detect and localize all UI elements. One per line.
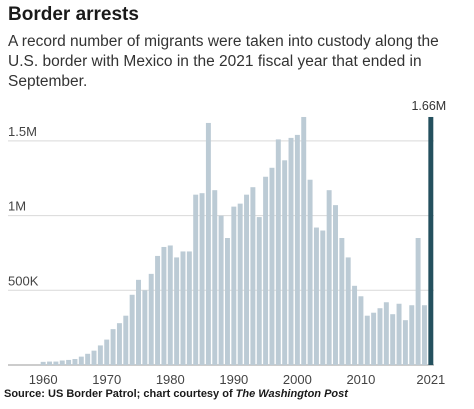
y-axis-labels: 500K 1M 1.5M bbox=[8, 124, 39, 288]
bar-1994 bbox=[256, 217, 262, 365]
bar-1978 bbox=[155, 255, 161, 365]
bar-1988 bbox=[218, 215, 224, 365]
source-prefix: Source: US Border Patrol; chart courtesy… bbox=[4, 388, 236, 400]
x-tick-label: 1960 bbox=[29, 372, 58, 385]
y-tick-label: 500K bbox=[8, 273, 39, 288]
bar-1963 bbox=[59, 360, 65, 365]
chart-subtitle: A record number of migrants were taken i… bbox=[8, 33, 439, 90]
x-tick-label: 1990 bbox=[219, 372, 248, 385]
bar-2017 bbox=[402, 320, 408, 365]
bar-1969 bbox=[97, 345, 103, 365]
bar-2002 bbox=[307, 179, 313, 365]
source-publication: The Washington Post bbox=[235, 388, 348, 400]
bar-1987 bbox=[212, 190, 218, 365]
bar-2020 bbox=[421, 305, 427, 365]
bar-1981 bbox=[174, 257, 180, 365]
bar-1964 bbox=[66, 359, 72, 365]
bar-2007 bbox=[339, 238, 345, 365]
bar-2004 bbox=[320, 230, 326, 365]
y-tick-label: 1M bbox=[8, 199, 26, 214]
bar-1984 bbox=[193, 194, 199, 365]
bar-1996 bbox=[269, 167, 275, 365]
bar-2005 bbox=[326, 190, 332, 365]
bar-1966 bbox=[78, 356, 84, 365]
bar-1992 bbox=[244, 194, 250, 365]
x-tick-label: 1970 bbox=[92, 372, 121, 385]
bar-1973 bbox=[123, 315, 129, 365]
bar-1985 bbox=[199, 193, 205, 365]
bar-2021 bbox=[428, 116, 434, 365]
x-tick-label: 2021 bbox=[416, 372, 445, 385]
bar-2012 bbox=[371, 312, 377, 365]
bar-1974 bbox=[129, 294, 135, 365]
bar-2018 bbox=[409, 305, 415, 365]
bar-1976 bbox=[142, 290, 148, 365]
bar-1972 bbox=[116, 323, 122, 365]
x-axis-labels: 1960 1970 1980 1990 2000 2010 2021 bbox=[29, 372, 446, 385]
bar-2008 bbox=[345, 257, 351, 365]
bar-1991 bbox=[237, 203, 243, 365]
bar-1986 bbox=[205, 122, 211, 365]
bar-1989 bbox=[224, 238, 230, 365]
bar-1983 bbox=[186, 251, 192, 365]
x-tick-label: 1980 bbox=[156, 372, 185, 385]
bar-2009 bbox=[352, 285, 358, 365]
bar-1998 bbox=[282, 160, 288, 365]
bar-2006 bbox=[333, 205, 338, 365]
bar-1990 bbox=[231, 206, 237, 365]
bar-1993 bbox=[250, 187, 256, 365]
bar-2016 bbox=[396, 303, 402, 365]
bar-2003 bbox=[313, 227, 319, 365]
bar-2019 bbox=[415, 238, 421, 365]
bar-1960 bbox=[40, 361, 46, 365]
bar-1967 bbox=[85, 353, 91, 365]
bar-2015 bbox=[390, 314, 396, 365]
highlight-value-label: 1.66M bbox=[411, 99, 446, 113]
source-note: Source: US Border Patrol; chart courtesy… bbox=[4, 388, 348, 400]
bar-1997 bbox=[275, 139, 281, 365]
bar-2013 bbox=[377, 308, 383, 365]
x-tick-label: 2010 bbox=[346, 372, 375, 385]
bar-2000 bbox=[294, 134, 300, 365]
x-tick-label: 2000 bbox=[283, 372, 312, 385]
bar-1968 bbox=[91, 350, 97, 365]
bar-1980 bbox=[167, 245, 173, 365]
bar-1962 bbox=[53, 361, 59, 365]
bar-1979 bbox=[161, 246, 167, 365]
chart-title: Border arrests bbox=[8, 4, 139, 25]
y-tick-label: 1.5M bbox=[8, 124, 37, 139]
bar-1977 bbox=[148, 273, 154, 365]
bar-1982 bbox=[180, 251, 186, 365]
bar-1961 bbox=[47, 361, 53, 365]
bar-1965 bbox=[72, 359, 78, 365]
bar-1999 bbox=[288, 137, 294, 365]
annotations: 1.66M bbox=[411, 99, 446, 113]
bar-2001 bbox=[301, 116, 307, 365]
bar-2014 bbox=[383, 302, 389, 365]
bar-1995 bbox=[263, 176, 269, 365]
bar-1971 bbox=[110, 329, 116, 365]
bar-2011 bbox=[364, 315, 370, 365]
bar-1975 bbox=[136, 279, 141, 365]
bar-2010 bbox=[358, 296, 364, 365]
bar-1970 bbox=[104, 339, 110, 365]
bars bbox=[40, 116, 434, 365]
